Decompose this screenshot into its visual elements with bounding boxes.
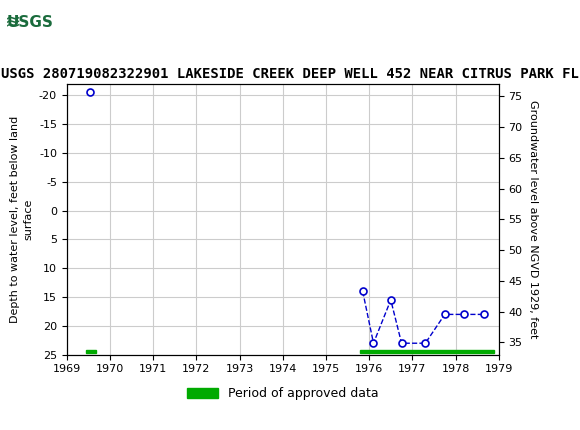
Bar	[86, 350, 96, 353]
FancyBboxPatch shape	[6, 4, 64, 41]
Bar	[3, 3, 58, 42]
Text: USGS 280719082322901 LAKESIDE CREEK DEEP WELL 452 NEAR CITRUS PARK FL: USGS 280719082322901 LAKESIDE CREEK DEEP…	[1, 67, 579, 81]
Y-axis label: Groundwater level above NGVD 1929, feet: Groundwater level above NGVD 1929, feet	[528, 100, 538, 338]
Text: ≋: ≋	[5, 13, 21, 32]
Bar	[360, 350, 494, 353]
Text: USGS: USGS	[7, 15, 53, 30]
Legend: Period of approved data: Period of approved data	[182, 382, 384, 405]
Y-axis label: Depth to water level, feet below land
surface: Depth to water level, feet below land su…	[10, 116, 33, 323]
Text: ≡USGS: ≡USGS	[12, 13, 88, 32]
